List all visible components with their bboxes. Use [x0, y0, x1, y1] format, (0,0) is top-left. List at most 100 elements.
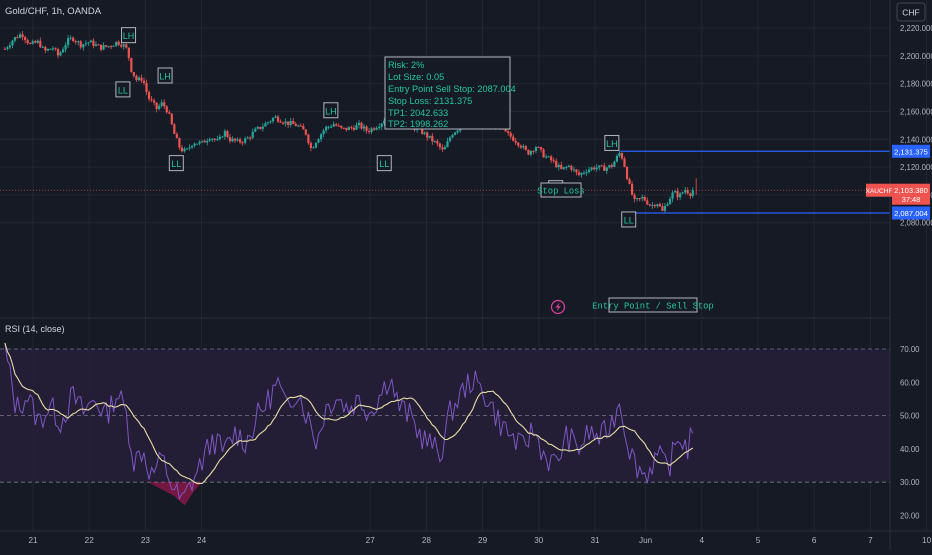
rsi-tick-label: 40.00	[900, 445, 920, 454]
candle-body	[11, 40, 14, 46]
candle-body	[238, 139, 242, 143]
candle-body	[438, 143, 441, 148]
swing-label-text: LL	[624, 215, 634, 225]
candle-body	[507, 131, 510, 133]
candle-body	[137, 77, 141, 81]
candle-body	[534, 147, 538, 152]
candle-body	[44, 47, 47, 51]
candle-body	[673, 191, 677, 193]
candle-body	[69, 37, 72, 39]
candle-body	[292, 121, 295, 125]
lightning-icon[interactable]	[550, 299, 566, 315]
info-stop-loss: Stop Loss: 2131.375	[388, 96, 472, 106]
stop-loss-callout-frame	[540, 182, 582, 198]
candle-body	[352, 127, 356, 130]
candle-body	[153, 100, 156, 103]
rsi-axis[interactable]: 70.00 60.00 50.00 40.00 30.00 20.00	[900, 345, 920, 521]
candle-body	[610, 165, 613, 167]
candle-body	[681, 192, 684, 194]
candle-body	[72, 37, 75, 42]
candle-body	[367, 130, 371, 132]
bar-countdown-label: 37:48	[902, 195, 921, 204]
currency-label: CHF	[902, 8, 919, 18]
price-axis[interactable]: 2,220.000 2,200.000 2,180.000 2,160.000 2,14…	[865, 24, 932, 228]
candle-body	[198, 141, 201, 144]
candle-body	[378, 126, 381, 129]
time-axis[interactable]: 212223242728293031Jun45671011	[28, 536, 932, 545]
swing-label-text: LH	[123, 31, 135, 41]
stop-loss-price-tag	[892, 144, 930, 158]
candle-body	[453, 132, 457, 135]
time-tick-label: 27	[366, 536, 376, 545]
candle-body	[577, 172, 581, 175]
candle-body	[46, 48, 49, 51]
candle-body	[213, 138, 216, 140]
candle-body	[603, 165, 606, 171]
candle-body	[150, 99, 153, 101]
swing-label-text: LH	[606, 139, 618, 149]
candle-body	[666, 204, 669, 206]
currency-button[interactable]	[896, 2, 926, 22]
rsi-title[interactable]: RSI (14, close)	[5, 324, 65, 334]
candle-body	[691, 190, 694, 197]
candle-body	[643, 196, 646, 201]
candle-body	[132, 72, 135, 76]
candle-body	[370, 128, 373, 132]
current-price-tag	[892, 183, 930, 205]
candle-body	[29, 43, 32, 45]
candle-body	[656, 204, 659, 207]
candle-body	[428, 135, 431, 138]
candle-body	[337, 125, 340, 127]
candle-body	[671, 192, 674, 199]
candle-body	[615, 155, 619, 162]
risk-info-box[interactable]: Risk: 2% Lot Size: 0.05 Entry Point Sell…	[384, 56, 516, 130]
candle-body	[110, 46, 113, 48]
candle-body	[274, 116, 277, 118]
rsi-tick-label: 60.00	[900, 378, 920, 387]
candle-body	[595, 167, 598, 170]
stop-loss-price-label: 2,131.375	[894, 147, 928, 156]
candle-body	[608, 165, 611, 168]
rsi-moving-average	[4, 342, 694, 485]
time-tick-label: 7	[868, 536, 873, 545]
candle-body	[532, 150, 535, 152]
time-tick-label: 10	[922, 536, 932, 545]
candle-body	[375, 128, 378, 130]
candle-body	[582, 172, 586, 174]
swing-label-box	[121, 27, 137, 44]
candle-body	[638, 198, 641, 200]
candle-body	[684, 189, 687, 193]
swing-label-box	[604, 134, 620, 151]
price-tick-label: 2,140.000	[900, 135, 932, 144]
candle-body	[122, 44, 125, 47]
candle-body	[281, 122, 285, 124]
candle-body	[163, 102, 166, 107]
candle-body	[231, 138, 234, 142]
key-levels	[0, 150, 890, 214]
candle-body	[653, 205, 656, 207]
candle-body	[441, 147, 444, 150]
candle-body	[120, 44, 123, 47]
time-tick-label: 29	[478, 536, 488, 545]
candle-body	[651, 205, 654, 207]
candle-body	[190, 145, 194, 148]
candle-body	[147, 91, 151, 100]
candle-body	[550, 156, 553, 161]
time-tick-label: 30	[534, 536, 544, 545]
entry-price-tag	[892, 206, 930, 220]
symbol-title[interactable]: Gold/CHF, 1h, OANDA	[5, 6, 102, 17]
candle-body	[216, 139, 219, 141]
entry-callout[interactable]: Entry Point / Sell Stop	[592, 297, 714, 313]
candle-body	[679, 193, 682, 198]
candle-body	[160, 102, 163, 106]
candle-body	[299, 125, 302, 127]
candle-body	[446, 141, 449, 148]
time-tick-label: 22	[85, 536, 95, 545]
candle-body	[8, 45, 12, 48]
candle-body	[517, 142, 520, 146]
candle-body	[178, 138, 181, 148]
stop-loss-callout[interactable]: Stop Loss	[537, 182, 585, 198]
price-tick-label: 2,180.000	[900, 80, 932, 89]
